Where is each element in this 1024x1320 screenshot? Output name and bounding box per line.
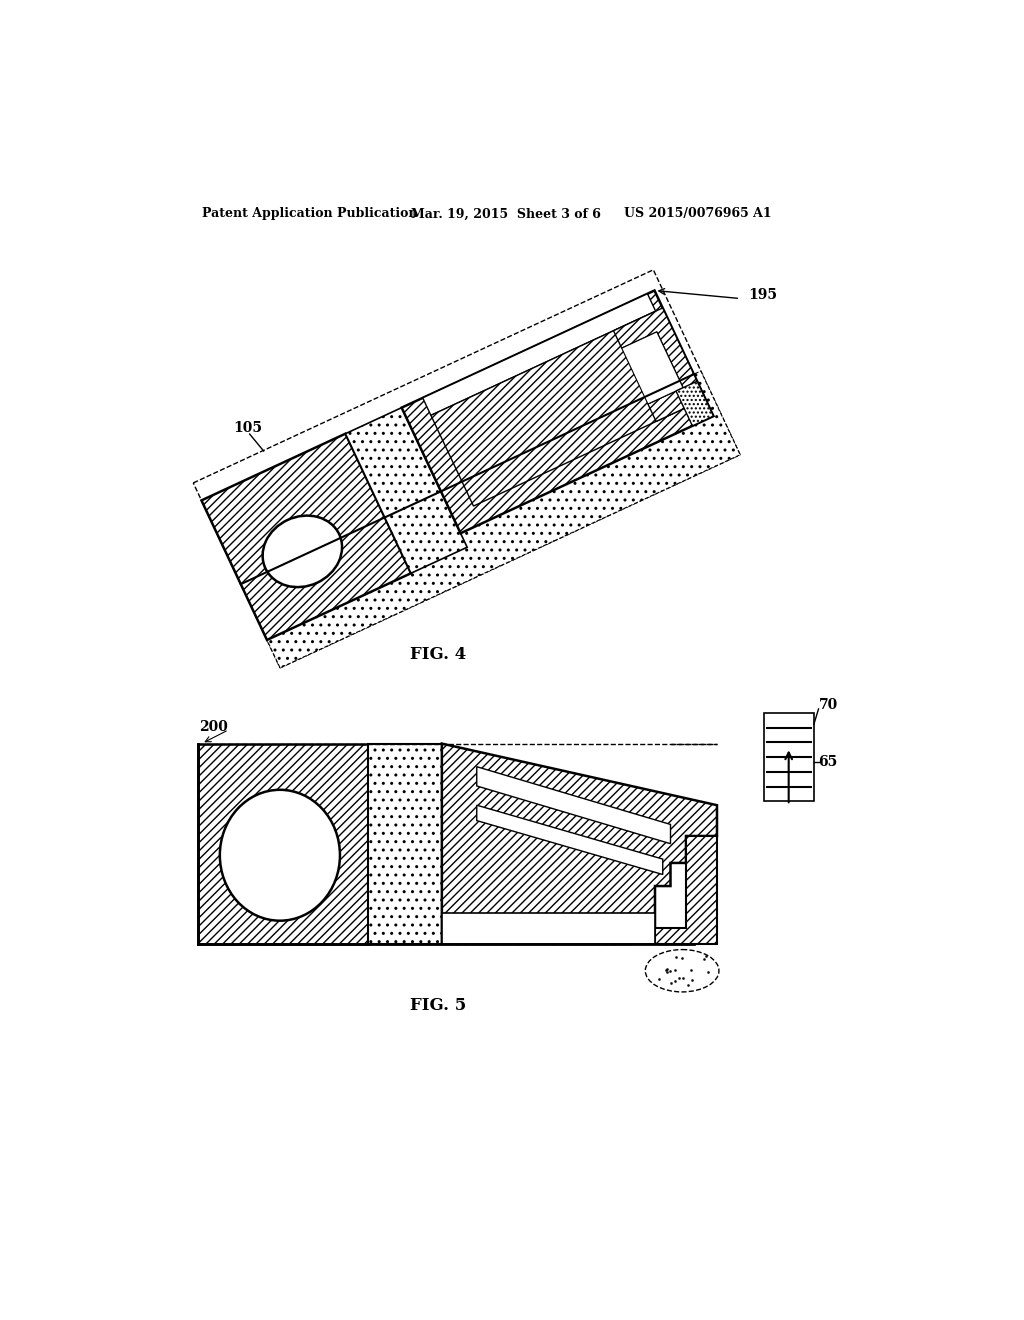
Polygon shape xyxy=(202,434,411,640)
Text: FIG. 5: FIG. 5 xyxy=(410,997,466,1014)
Polygon shape xyxy=(442,743,717,944)
Text: US 2015/0076965 A1: US 2015/0076965 A1 xyxy=(624,207,772,220)
Polygon shape xyxy=(477,805,663,874)
Polygon shape xyxy=(442,913,655,944)
Polygon shape xyxy=(622,331,683,404)
Text: 195: 195 xyxy=(748,289,777,302)
Polygon shape xyxy=(431,312,698,506)
Polygon shape xyxy=(423,294,655,416)
Polygon shape xyxy=(401,290,714,533)
Text: 65: 65 xyxy=(818,755,838,768)
Text: Mar. 19, 2015  Sheet 3 of 6: Mar. 19, 2015 Sheet 3 of 6 xyxy=(411,207,601,220)
Text: 200: 200 xyxy=(200,719,228,734)
Polygon shape xyxy=(198,743,369,944)
Ellipse shape xyxy=(220,789,340,921)
Ellipse shape xyxy=(645,949,719,991)
Polygon shape xyxy=(244,371,740,668)
Text: 70: 70 xyxy=(818,698,838,711)
Polygon shape xyxy=(477,767,671,843)
Ellipse shape xyxy=(262,516,342,587)
Text: Patent Application Publication: Patent Application Publication xyxy=(202,207,417,220)
Text: 105: 105 xyxy=(233,421,262,434)
Polygon shape xyxy=(655,836,717,944)
Polygon shape xyxy=(613,308,706,421)
Polygon shape xyxy=(345,408,467,573)
Polygon shape xyxy=(369,743,442,944)
Bar xyxy=(764,713,814,801)
Text: FIG. 4: FIG. 4 xyxy=(410,645,466,663)
Polygon shape xyxy=(676,381,714,426)
